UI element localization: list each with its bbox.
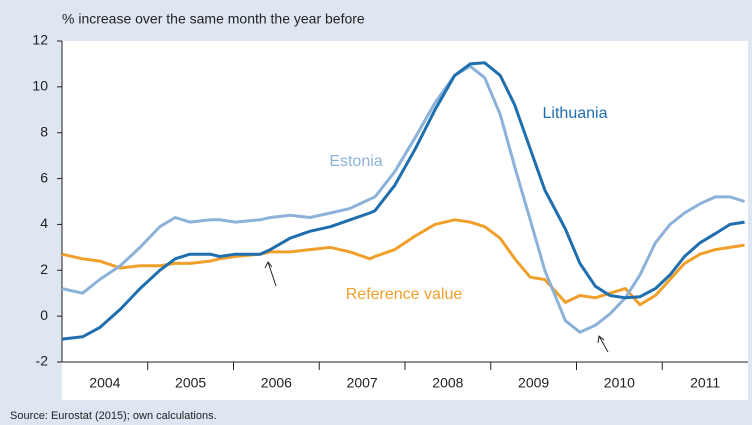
source-note: Source: Eurostat (2015); own calculation…: [10, 410, 217, 422]
x-tick-label: 2007: [347, 375, 378, 391]
y-tick-label: 8: [40, 123, 48, 139]
series-label: Lithuania: [543, 105, 608, 122]
arrows: [264, 261, 609, 353]
x-tick-label: 2006: [261, 375, 292, 391]
series-label: Reference value: [346, 286, 463, 303]
y-tick-label: 4: [40, 215, 48, 231]
y-tick-label: 0: [40, 307, 48, 323]
x-tick-label: 2008: [432, 375, 463, 391]
plot-area: [62, 41, 748, 400]
series-label: Estonia: [329, 153, 382, 170]
y-tick-label: -2: [36, 353, 49, 369]
x-tick-label: 2011: [690, 375, 720, 391]
x-tick-label: 2004: [89, 375, 120, 391]
series-line: [61, 218, 745, 307]
series-line: [61, 61, 745, 341]
y-tick-label: 12: [32, 32, 48, 48]
y-tick-label: 2: [40, 261, 48, 277]
series-line: [61, 64, 746, 334]
y-tick-label: 10: [32, 78, 48, 94]
x-tick-label: 2009: [518, 375, 549, 391]
x-tick-label: 2010: [604, 375, 635, 391]
chart-title: % increase over the same month the year …: [62, 11, 365, 27]
x-tick-label: 2005: [175, 375, 206, 391]
y-tick-label: 6: [40, 169, 48, 185]
